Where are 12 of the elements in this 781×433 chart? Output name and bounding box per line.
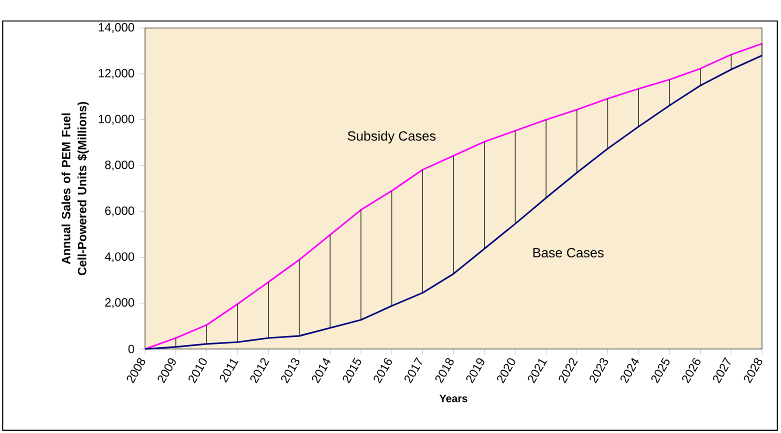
y-tick-label: 6,000: [105, 206, 134, 216]
y-tick-label: 2,000: [105, 298, 134, 308]
y-tick-label: 8,000: [105, 160, 134, 171]
y-tick-label: 4,000: [104, 252, 134, 262]
y-tick-label: 0: [128, 344, 134, 354]
y-tick-label: 12,000: [98, 68, 134, 79]
series-label: Subsidy Cases: [348, 130, 436, 144]
y-tick-label: 10,000: [98, 114, 134, 125]
y-tick-label: 14,000: [98, 23, 134, 33]
y-axis-title: Annual Sales of PEM Fuel Cell-Powered Units $(Millions): [62, 102, 89, 276]
x-axis-title: Years: [439, 394, 468, 402]
text: Base Cases: [533, 248, 604, 258]
